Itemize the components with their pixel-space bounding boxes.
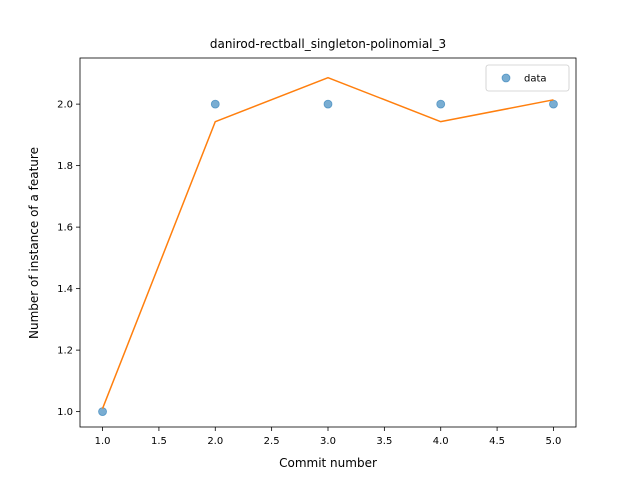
axes-frame — [79, 57, 577, 428]
fit-line — [101, 76, 554, 409]
data-point — [98, 407, 107, 417]
x-tick-label: 4.0 — [433, 436, 449, 447]
y-tick-label: 1.6 — [57, 223, 73, 234]
data-point — [323, 99, 333, 109]
x-tick-label: 5.0 — [546, 436, 562, 447]
legend-label: data — [524, 74, 547, 85]
legend-marker — [501, 73, 511, 83]
y-tick-label: 1.4 — [57, 284, 73, 295]
y-tick-label: 1.8 — [57, 161, 73, 172]
x-tick-label: 3.5 — [376, 436, 392, 447]
legend: data — [485, 64, 570, 92]
y-tick-label: 2.0 — [57, 100, 73, 111]
plot-area: 1.0 1.5 2.0 2.5 3.0 3.5 4.0 4.5 5.0 1.0 1.2 1.4 1.6 1… — [57, 57, 577, 447]
y-tick-label: 1.0 — [57, 407, 73, 418]
x-tick-label: 3.0 — [320, 436, 336, 447]
data-point — [549, 99, 558, 109]
x-axis-title: Commit number — [279, 456, 377, 470]
x-tick-label: 1.0 — [95, 436, 111, 447]
data-point — [210, 99, 220, 109]
y-axis-title: Number of instance of a feature — [27, 147, 41, 339]
x-tick-label: 2.5 — [264, 436, 280, 447]
chart-title: danirod-rectball_singleton-polinomial_3 — [210, 37, 446, 51]
legend-box — [485, 64, 570, 92]
x-tick-label: 1.5 — [151, 436, 167, 447]
x-tick-label: 4.5 — [489, 436, 505, 447]
data-point — [436, 99, 446, 109]
x-tick-label: 2.0 — [207, 436, 223, 447]
y-tick-label: 1.2 — [57, 346, 73, 357]
